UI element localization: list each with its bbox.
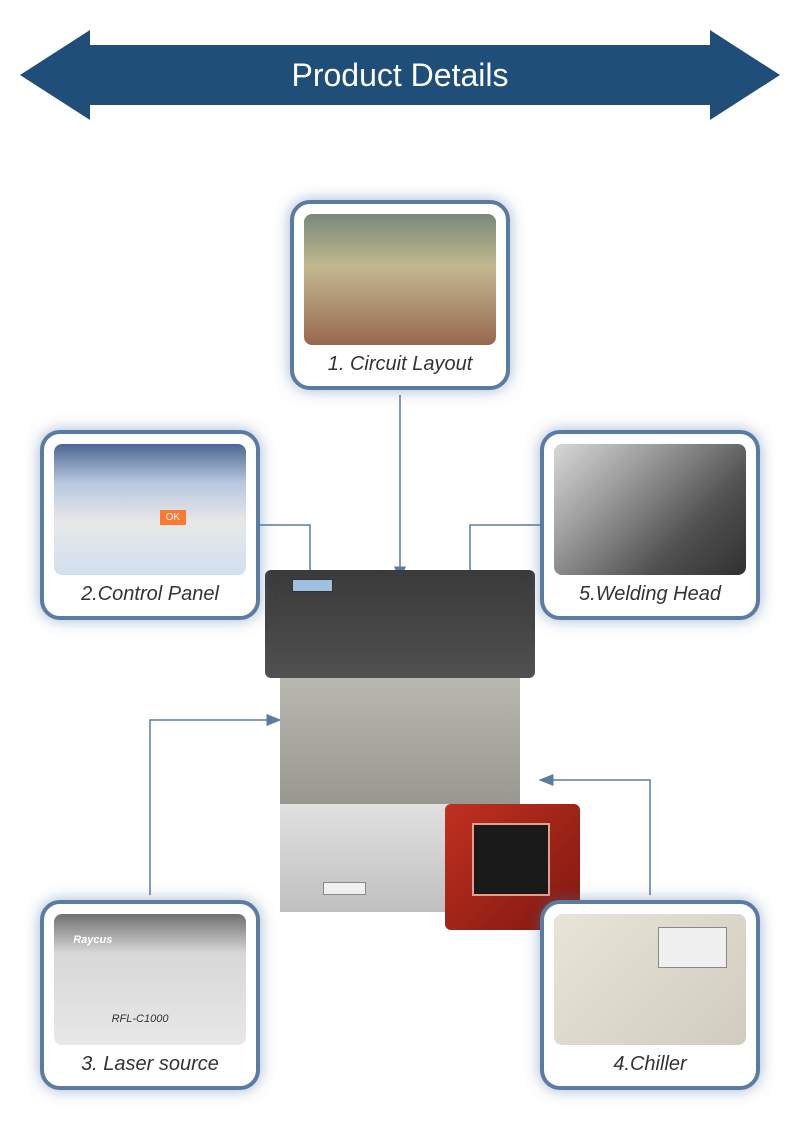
- callout-circuit: 1. Circuit Layout: [290, 200, 510, 390]
- callout-image-chiller: [554, 914, 746, 1045]
- callout-image-laser: [54, 914, 246, 1045]
- arrow-right-icon: [710, 30, 780, 120]
- callout-label-panel: 2.Control Panel: [81, 583, 219, 606]
- callout-welding: 5.Welding Head: [540, 430, 760, 620]
- machine-mid-cabinet: [280, 678, 520, 804]
- callout-label-laser: 3. Laser source: [81, 1053, 219, 1076]
- callout-laser: 3. Laser source: [40, 900, 260, 1090]
- page-title: Product Details: [90, 45, 710, 105]
- header-banner: Product Details: [20, 30, 780, 120]
- arrow-left-icon: [20, 30, 90, 120]
- callout-label-circuit: 1. Circuit Layout: [328, 353, 473, 376]
- callout-panel: 2.Control Panel: [40, 430, 260, 620]
- machine-control-panel: [323, 882, 366, 895]
- machine-top-cabinet: [265, 570, 535, 678]
- machine-touchscreen: [292, 579, 333, 592]
- callout-label-chiller: 4.Chiller: [613, 1053, 686, 1076]
- callout-label-welding: 5.Welding Head: [579, 583, 721, 606]
- callout-image-welding: [554, 444, 746, 575]
- main-product-image: [250, 570, 550, 930]
- callout-chiller: 4.Chiller: [540, 900, 760, 1090]
- callout-image-panel: [54, 444, 246, 575]
- callout-image-circuit: [304, 214, 496, 345]
